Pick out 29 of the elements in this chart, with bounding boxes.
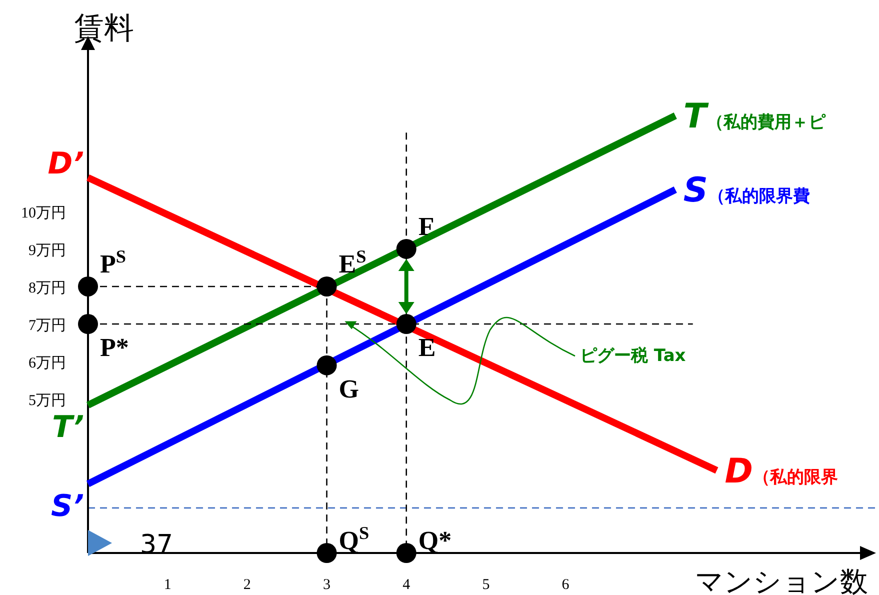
x-tick: 1 bbox=[164, 577, 172, 593]
annotation: Q* bbox=[418, 526, 452, 555]
annotation: E bbox=[418, 333, 436, 362]
x-tick: 3 bbox=[323, 577, 331, 593]
x-tick: 4 bbox=[402, 577, 410, 593]
ylabel: 賃料 bbox=[74, 11, 134, 46]
annotation: F bbox=[418, 212, 434, 241]
x-tick: 6 bbox=[562, 577, 570, 593]
annotation: T’ bbox=[52, 410, 84, 446]
annotation: G bbox=[338, 374, 359, 404]
x-tick: 5 bbox=[482, 577, 490, 593]
annotation: Q$^{S}$ bbox=[338, 523, 370, 555]
y-tick: 9万円 bbox=[28, 242, 66, 259]
annotation: E$^{S}$ bbox=[338, 246, 366, 278]
series-label: T（私的費用＋ピ bbox=[683, 96, 826, 137]
y-tick: 10万円 bbox=[21, 205, 66, 222]
series-label: D（私的限界 bbox=[724, 451, 838, 492]
annotation: P* bbox=[100, 333, 129, 362]
y-tick: 8万円 bbox=[28, 280, 66, 296]
y-tick: 6万円 bbox=[28, 356, 66, 372]
y-tick: 5万円 bbox=[28, 393, 66, 410]
x-tick: 2 bbox=[243, 577, 251, 593]
y-tick: 7万円 bbox=[28, 318, 66, 334]
annotation: ピグー税 Tax bbox=[580, 346, 686, 366]
annotation: P$^{S}$ bbox=[100, 246, 126, 278]
annotation: D’ bbox=[48, 146, 84, 182]
xlabel: マンション数 bbox=[695, 565, 868, 595]
series-label: S（私的限界費 bbox=[683, 170, 810, 211]
annotation: S’ bbox=[50, 488, 84, 524]
